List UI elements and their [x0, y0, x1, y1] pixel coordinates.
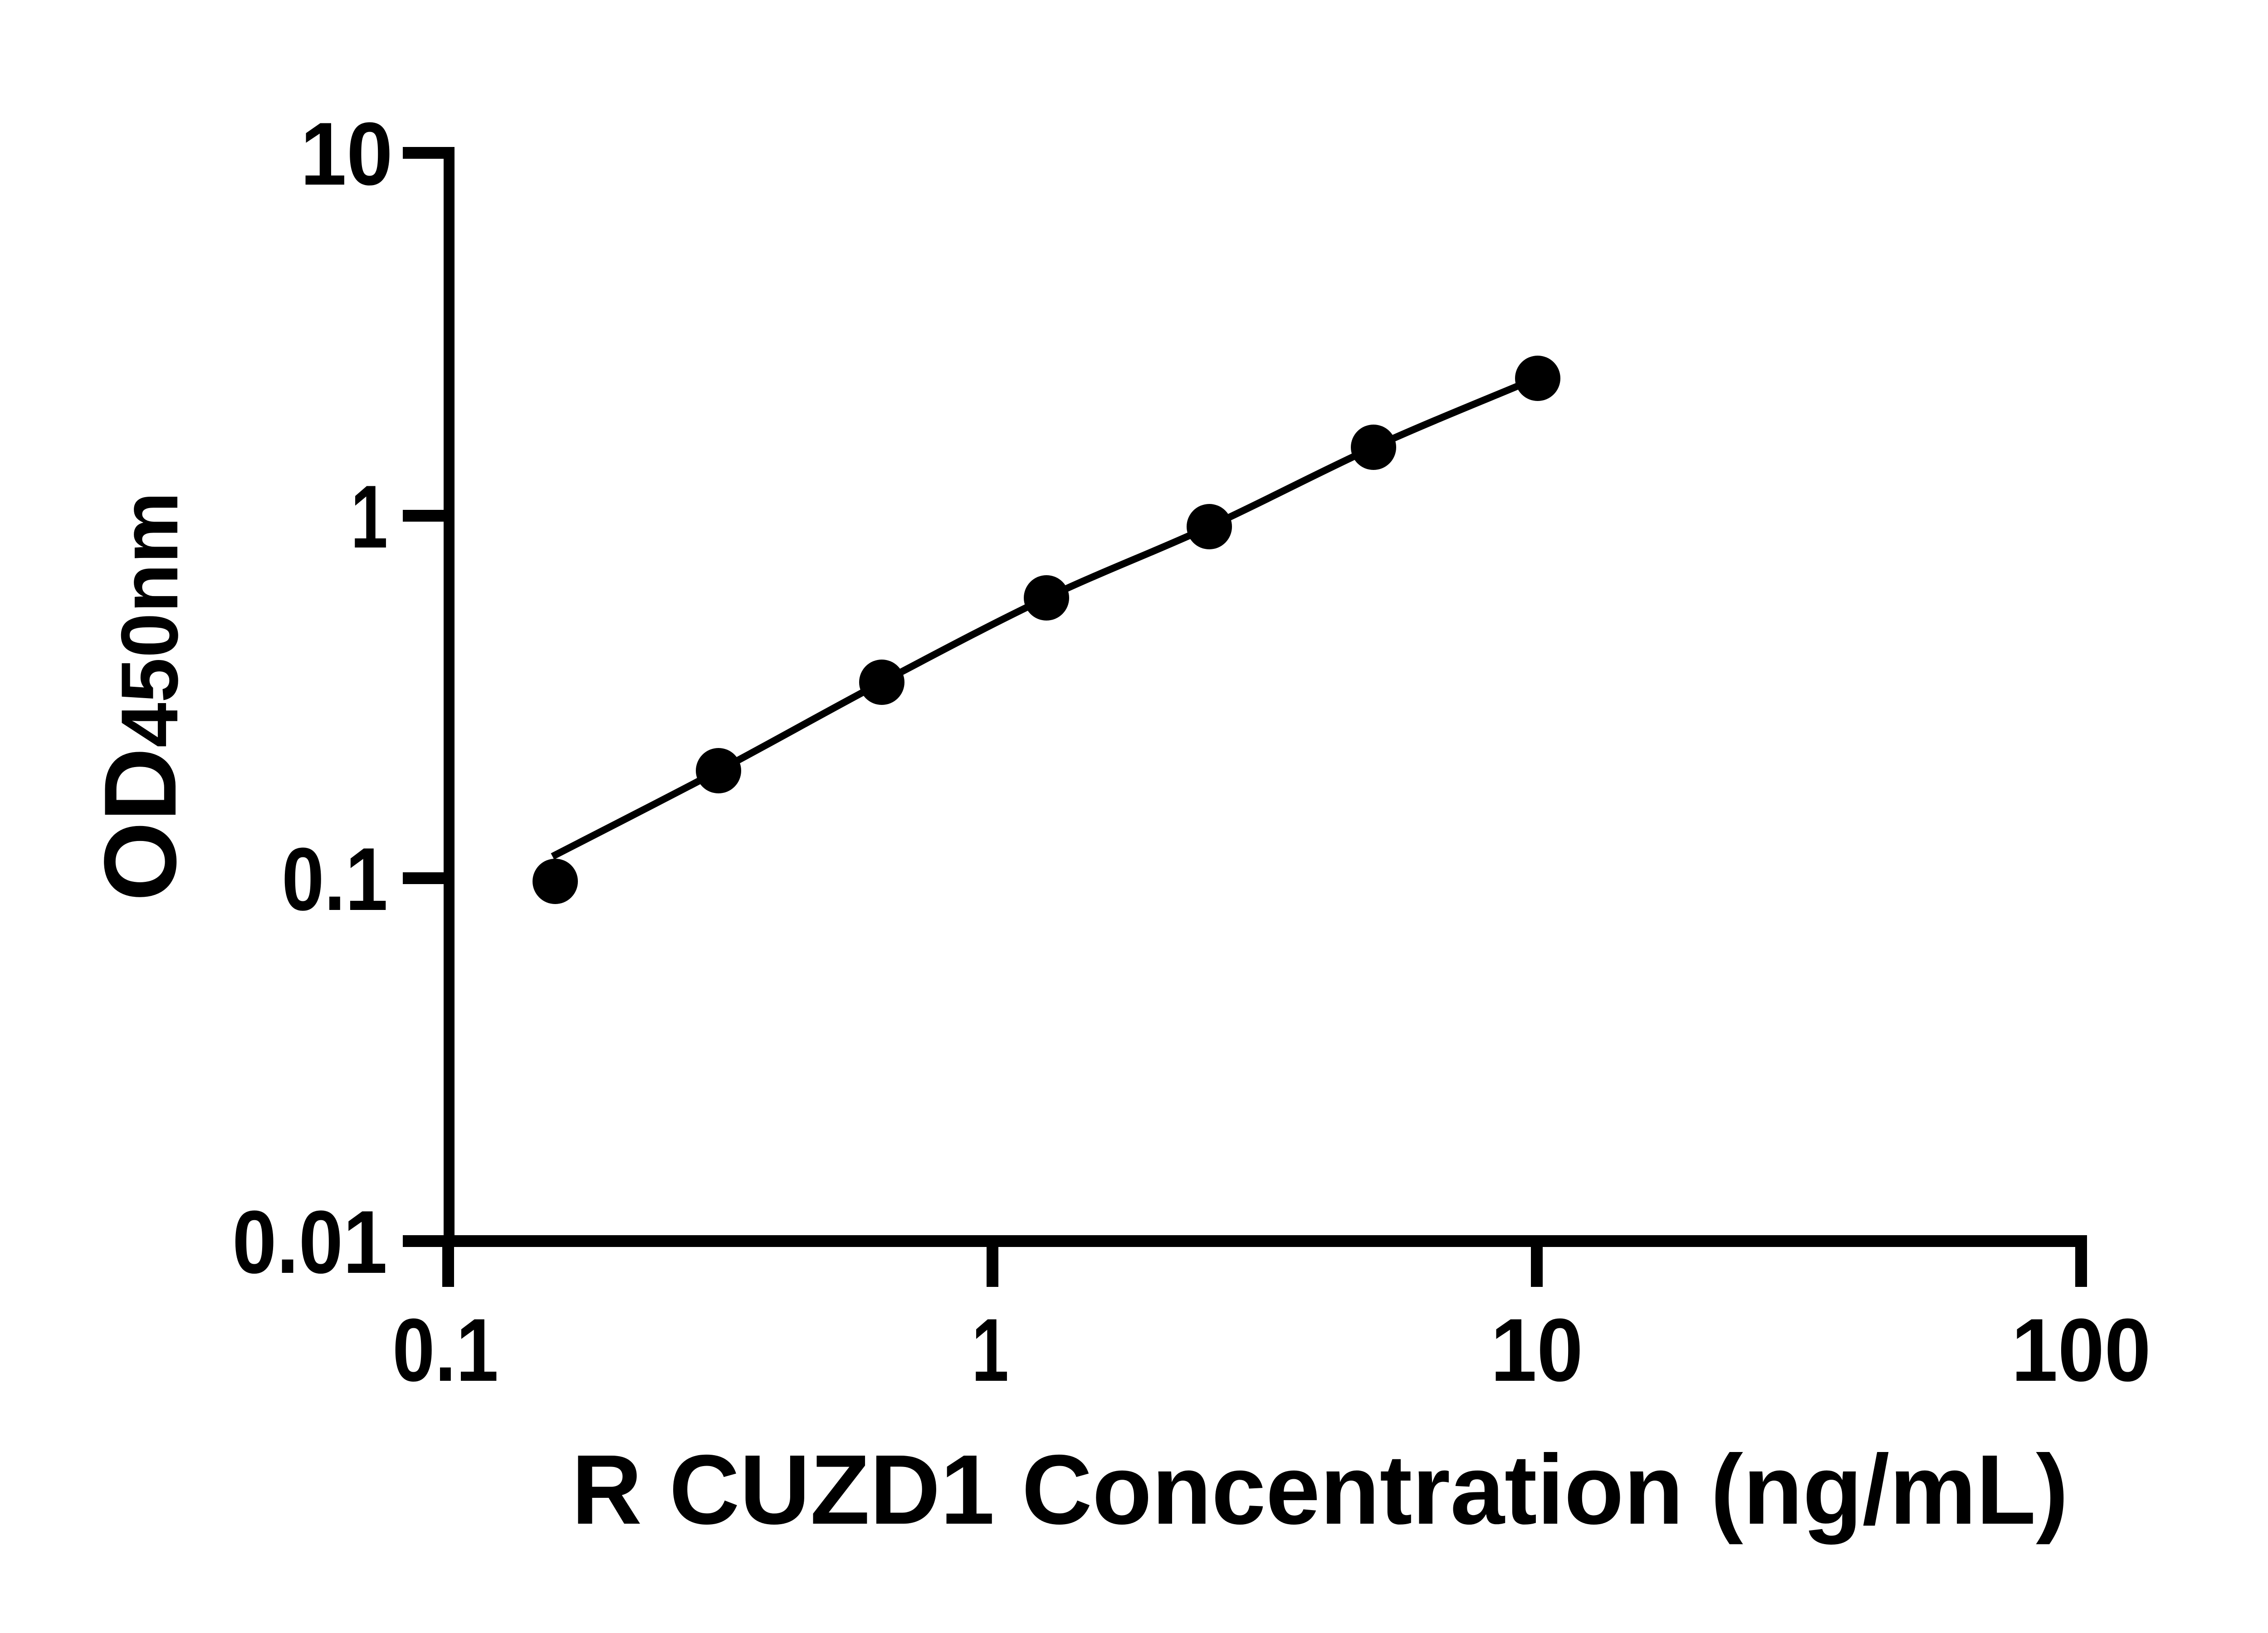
svg-text:0.01: 0.01 [232, 1192, 387, 1292]
svg-text:10: 10 [300, 104, 393, 204]
svg-text:10: 10 [1491, 1300, 1583, 1400]
svg-text:1: 1 [351, 467, 388, 567]
svg-text:OD450nm: OD450nm [83, 492, 197, 901]
svg-text:0.1: 0.1 [282, 829, 388, 929]
svg-text:R CUZD1 Concentration (ng/mL): R CUZD1 Concentration (ng/mL) [572, 1435, 2068, 1545]
svg-text:100: 100 [2011, 1300, 2151, 1400]
svg-text:0.1: 0.1 [392, 1300, 499, 1400]
svg-text:1: 1 [972, 1300, 1009, 1400]
